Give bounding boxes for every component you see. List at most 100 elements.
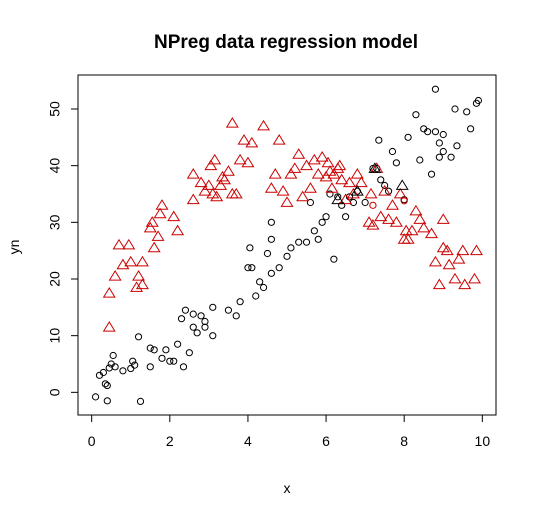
- data-point-circle: [392, 159, 400, 167]
- data-point-triangle: [108, 270, 122, 281]
- data-point-circle: [101, 380, 109, 388]
- data-point-triangle: [292, 148, 306, 159]
- data-point-circle: [246, 244, 254, 252]
- data-point-circle: [209, 332, 217, 340]
- data-point-circle: [287, 244, 295, 252]
- data-point-triangle: [102, 321, 116, 332]
- data-point-triangle: [132, 270, 146, 281]
- data-point-triangle: [135, 278, 149, 290]
- data-point-circle: [375, 136, 383, 144]
- data-point-circle: [341, 213, 350, 221]
- data-point-triangle: [218, 173, 231, 185]
- data-point-triangle: [303, 182, 317, 193]
- data-point-triangle: [436, 213, 450, 224]
- data-point-circle: [424, 128, 432, 136]
- data-point-triangle: [321, 156, 335, 168]
- data-point-triangle: [323, 165, 337, 176]
- data-point-circle: [99, 368, 107, 377]
- data-point-circle: [103, 381, 111, 390]
- data-point-triangle: [124, 255, 138, 267]
- data-point-triangle: [221, 165, 235, 176]
- data-point-triangle: [399, 224, 413, 236]
- data-point-circle: [162, 346, 170, 354]
- data-point-triangle: [135, 255, 149, 267]
- data-point-triangle: [315, 151, 329, 162]
- data-point-triangle: [346, 187, 360, 199]
- data-point-triangle: [288, 162, 302, 173]
- data-point-circle: [431, 128, 440, 136]
- data-point-triangle: [448, 272, 462, 284]
- plot-frame: [77, 74, 497, 416]
- data-point-circle: [103, 397, 111, 405]
- data-points: [91, 85, 483, 405]
- data-point-circle: [201, 323, 209, 331]
- data-point-circle: [252, 292, 260, 300]
- data-point-circle: [201, 317, 209, 326]
- data-point-circle: [326, 190, 334, 198]
- data-point-circle: [349, 198, 358, 207]
- data-point-triangle: [354, 176, 368, 188]
- data-point-triangle: [366, 219, 380, 230]
- data-point-circle: [439, 130, 447, 139]
- data-point-circle: [244, 264, 252, 272]
- data-point-triangle: [116, 258, 130, 270]
- data-point-circle: [189, 323, 197, 331]
- data-point-triangle: [204, 159, 218, 171]
- data-point-circle: [283, 252, 291, 260]
- data-point-triangle: [397, 233, 411, 244]
- y-axis: 0 10 20 30 40 50: [47, 101, 78, 396]
- data-point-circle: [131, 361, 139, 369]
- data-point-circle: [170, 357, 178, 365]
- data-point-triangle: [280, 196, 294, 207]
- data-point-circle: [453, 142, 461, 150]
- data-point-triangle: [257, 119, 271, 131]
- data-point-triangle: [468, 272, 482, 284]
- x-tick-label: 8: [400, 433, 408, 449]
- data-point-triangle: [264, 182, 278, 193]
- data-point-triangle: [436, 241, 450, 253]
- data-point-circle: [369, 164, 377, 173]
- data-point-circle: [451, 105, 459, 113]
- data-point-triangle: [296, 190, 310, 202]
- data-point-triangle: [210, 190, 224, 202]
- data-point-triangle: [458, 278, 472, 290]
- data-point-circle: [267, 218, 275, 226]
- data-point-circle: [109, 351, 117, 360]
- data-point-circle: [330, 255, 338, 263]
- data-point-triangle: [171, 224, 185, 236]
- data-point-triangle: [194, 176, 208, 188]
- data-point-triangle: [343, 176, 356, 188]
- data-point-circle: [427, 170, 436, 178]
- data-point-triangle: [122, 238, 136, 250]
- y-tick-label: 50: [47, 101, 63, 117]
- data-point-circle: [318, 218, 326, 226]
- data-point-circle: [111, 363, 119, 371]
- data-point-circle: [177, 315, 186, 323]
- x-axis: 0 2 4 6 8 10: [88, 415, 491, 449]
- data-point-circle: [158, 354, 166, 362]
- data-point-triangle: [143, 221, 157, 233]
- data-point-circle: [185, 349, 193, 357]
- data-point-circle: [136, 397, 145, 405]
- data-point-circle: [174, 340, 182, 348]
- data-point-triangle: [350, 185, 364, 196]
- y-tick-label: 0: [47, 388, 63, 396]
- chart-title: NPreg data regression model: [154, 32, 418, 53]
- data-point-circle: [474, 96, 483, 105]
- data-point-circle: [236, 298, 244, 306]
- data-point-circle: [209, 303, 217, 311]
- data-point-triangle: [153, 207, 167, 219]
- data-point-triangle: [428, 255, 442, 267]
- data-point-triangle: [325, 182, 339, 193]
- data-point-circle: [267, 235, 275, 243]
- data-point-circle: [302, 238, 311, 246]
- x-tick-label: 2: [166, 433, 174, 449]
- data-point-triangle: [469, 244, 483, 256]
- data-point-triangle: [409, 204, 423, 216]
- x-tick-label: 10: [475, 433, 491, 449]
- data-point-triangle: [206, 187, 220, 199]
- data-point-triangle: [186, 193, 200, 205]
- data-point-triangle: [417, 221, 431, 233]
- x-axis-label: x: [284, 480, 291, 496]
- data-point-circle: [267, 269, 275, 277]
